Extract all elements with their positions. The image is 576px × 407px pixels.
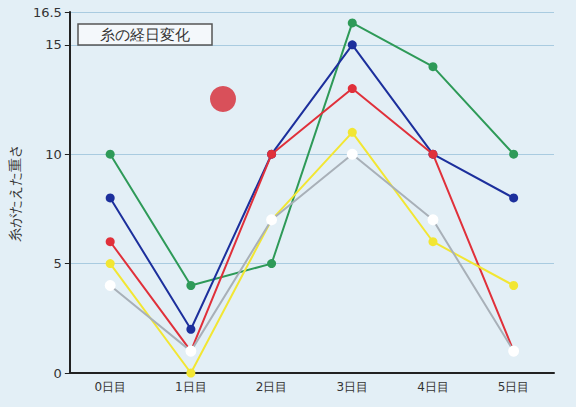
svg-text:3日目: 3日目 bbox=[336, 380, 368, 394]
svg-text:5: 5 bbox=[54, 256, 62, 271]
svg-text:4日目: 4日目 bbox=[417, 380, 449, 394]
svg-text:0: 0 bbox=[54, 366, 62, 381]
svg-text:糸がたえた重さ: 糸がたえた重さ bbox=[7, 144, 23, 242]
svg-text:5日目: 5日目 bbox=[498, 380, 530, 394]
svg-text:10: 10 bbox=[45, 147, 62, 162]
svg-text:糸の経日変化: 糸の経日変化 bbox=[100, 26, 190, 44]
svg-text:2日目: 2日目 bbox=[256, 380, 288, 394]
svg-text:16.5: 16.5 bbox=[33, 5, 62, 20]
svg-text:0日目: 0日目 bbox=[94, 380, 126, 394]
svg-text:1日目: 1日目 bbox=[175, 380, 207, 394]
svg-text:15: 15 bbox=[45, 37, 62, 52]
